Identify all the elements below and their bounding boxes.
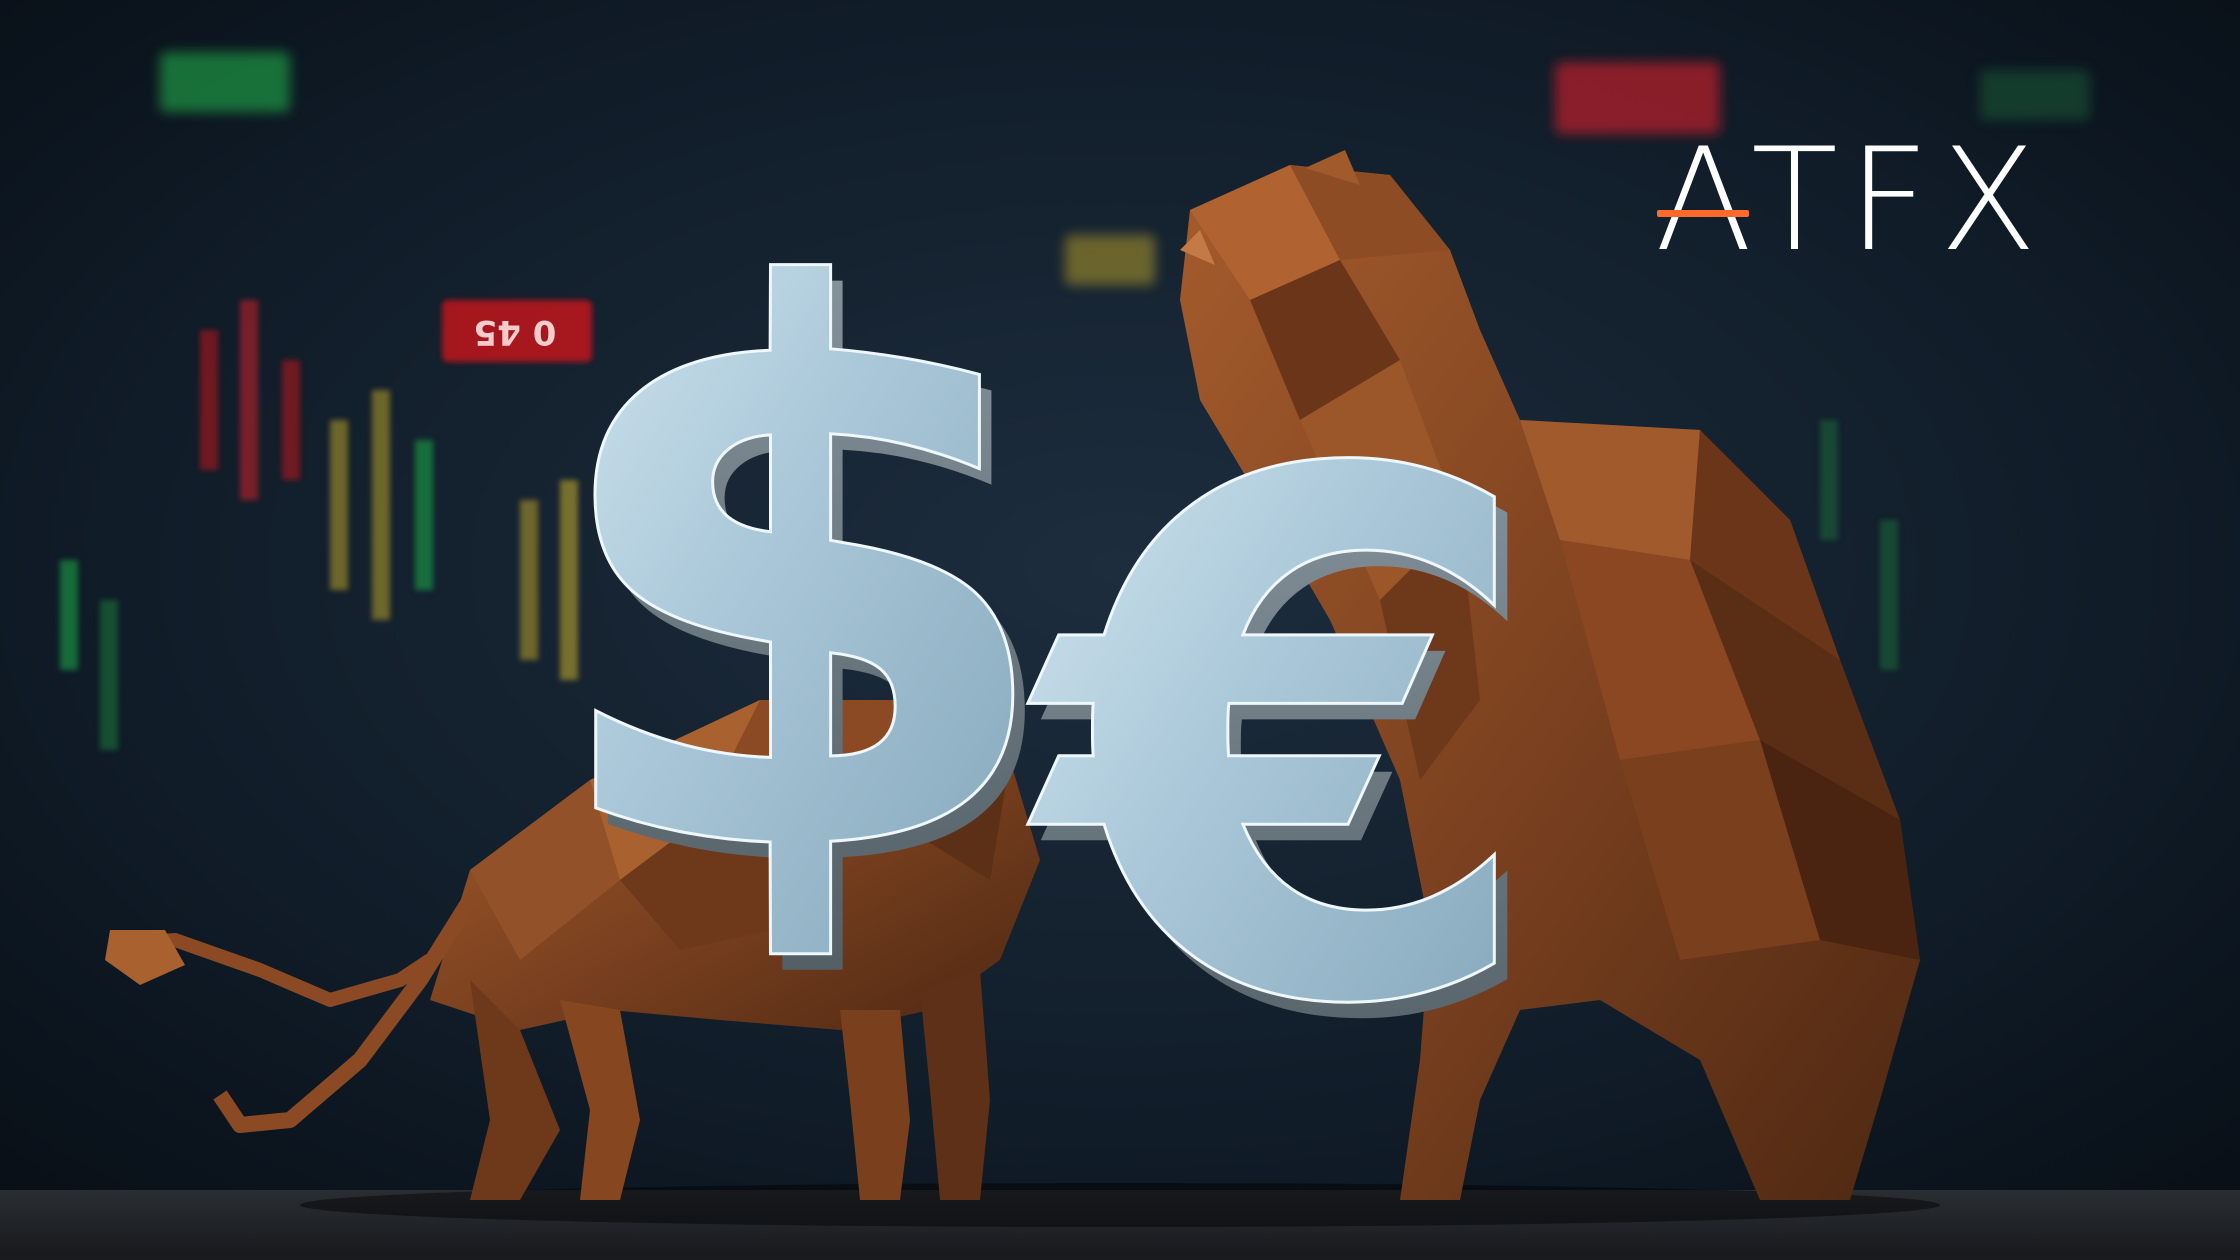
dollar-sign-icon: $ $ bbox=[534, 137, 1077, 1039]
floor bbox=[0, 1190, 2240, 1260]
euro-sign-icon: € € bbox=[1018, 323, 1556, 1179]
ticker-label: 0 45 bbox=[474, 312, 557, 352]
yellow-badge bbox=[1065, 235, 1155, 285]
red-badge bbox=[1555, 62, 1720, 134]
floor-shadow bbox=[300, 1183, 1940, 1227]
bear-icon bbox=[1180, 150, 1920, 1200]
green-badge bbox=[160, 52, 290, 112]
logo-accent-bar bbox=[1657, 210, 1749, 217]
trading-board bbox=[160, 52, 2090, 285]
brand-name: ATFX bbox=[1655, 118, 2047, 283]
bull-icon bbox=[105, 700, 1040, 1200]
brand-logo: ATFX bbox=[1655, 130, 2047, 272]
svg-text:$: $ bbox=[548, 154, 1077, 1038]
svg-text:$: $ bbox=[536, 138, 1065, 1022]
svg-text:€: € bbox=[1032, 340, 1555, 1178]
svg-text:€: € bbox=[1019, 324, 1542, 1162]
candlestick-bars bbox=[60, 300, 1898, 750]
green-badge-small bbox=[1980, 70, 2090, 120]
ticker-badge: 0 45 bbox=[442, 300, 592, 362]
